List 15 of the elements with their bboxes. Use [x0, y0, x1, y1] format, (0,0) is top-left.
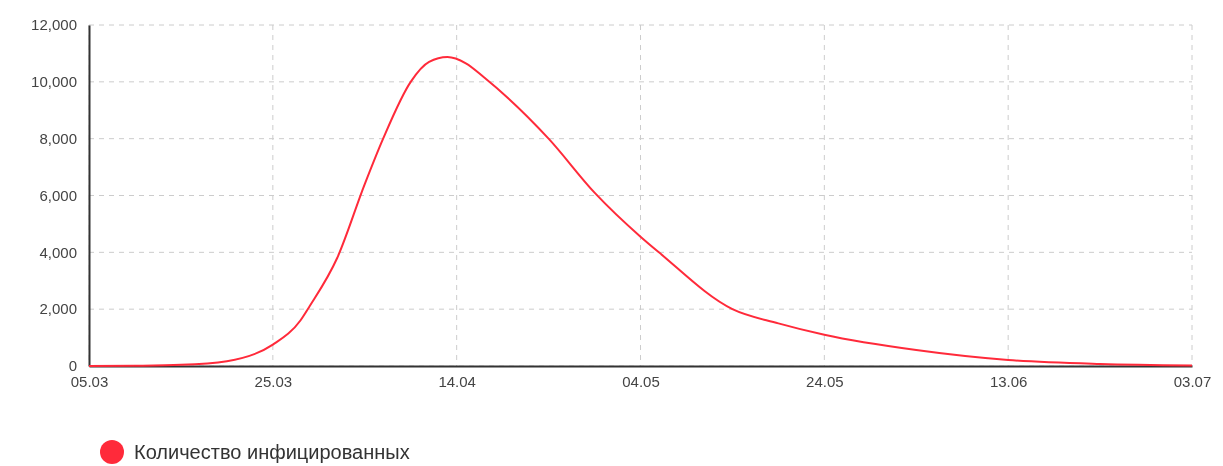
x-tick-label: 13.06	[989, 372, 1028, 390]
x-tick-label: 03.07	[1173, 372, 1212, 390]
x-tick-label: 14.04	[438, 372, 476, 390]
x-tick-label: 24.05	[806, 372, 844, 390]
y-tick-label: 0	[68, 357, 77, 375]
legend-label: Количество инфицированных	[134, 441, 410, 463]
y-tick-label: 8,000	[39, 129, 77, 147]
y-tick-label: 12,000	[31, 16, 77, 34]
y-tick-label: 6,000	[39, 186, 77, 204]
x-tick-label: 04.05	[622, 372, 660, 390]
y-tick-label: 4,000	[39, 243, 77, 261]
y-tick-label: 2,000	[39, 300, 77, 318]
x-tick-label: 25.03	[254, 372, 293, 390]
x-tick-label: 05.03	[70, 372, 109, 390]
y-tick-label: 10,000	[31, 73, 77, 91]
